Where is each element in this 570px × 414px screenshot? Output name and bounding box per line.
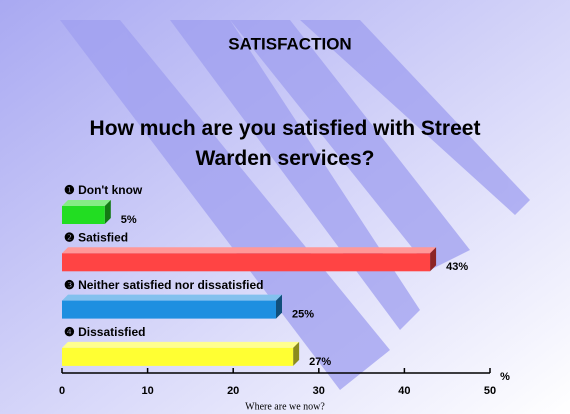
bar	[62, 206, 105, 224]
x-axis-label: %	[500, 371, 510, 383]
chart-title: SATISFACTION	[228, 34, 351, 53]
bar-side	[276, 294, 282, 319]
x-tick-label: 20	[227, 385, 239, 397]
bar-side	[104, 200, 111, 224]
footer: Where are we now?	[245, 401, 325, 412]
bar-side	[293, 341, 300, 366]
bar	[62, 300, 276, 319]
category-label: ❹ Dissatisfied	[64, 325, 145, 339]
x-tick-label: 30	[313, 385, 325, 397]
x-tick-label: 10	[141, 385, 153, 397]
chart-subtitle: How much are you satisfied with Street W…	[89, 117, 481, 170]
decor-stripes	[60, 20, 530, 390]
bar-top	[62, 341, 300, 348]
value-label: 25%	[292, 309, 314, 321]
x-tick-label: 50	[484, 385, 496, 397]
bar	[62, 253, 431, 272]
bar-top	[62, 294, 282, 301]
category-label: ❶ Don't know	[64, 183, 143, 197]
x-tick-label: 40	[398, 385, 410, 397]
bar-top	[62, 200, 111, 206]
category-label: ❷ Satisfied	[64, 230, 128, 244]
value-label: 43%	[446, 261, 468, 273]
value-label: 5%	[121, 214, 137, 226]
value-label: 27%	[309, 356, 331, 368]
bar-top	[62, 247, 437, 254]
category-label: ❸ Neither satisfied nor dissatisfied	[64, 278, 263, 292]
bar	[62, 347, 294, 366]
bar-side	[430, 247, 437, 272]
x-tick-label: 0	[59, 385, 65, 397]
